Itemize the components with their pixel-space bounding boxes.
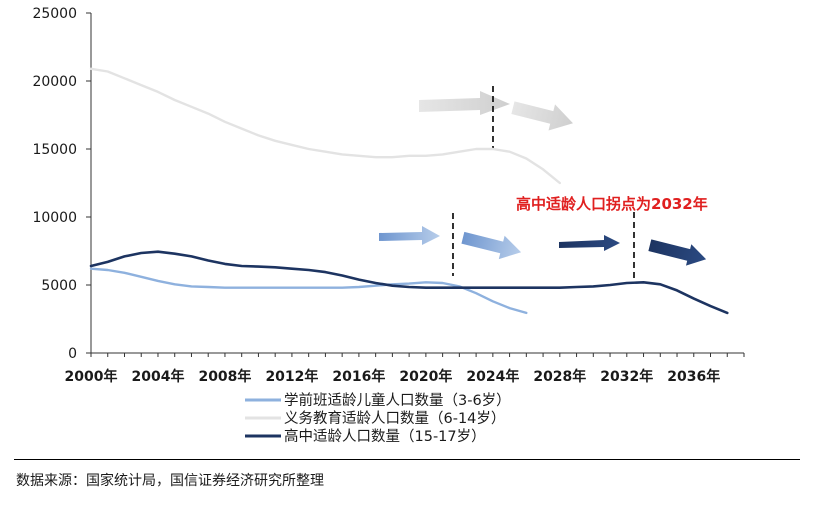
x-tick-label: 2016年 xyxy=(332,368,385,385)
arrow-gray-right xyxy=(511,101,573,131)
y-tick-label: 20000 xyxy=(32,74,77,90)
chart: 0 5000 10000 15000 20000 25000 2000年 2004年 2008… xyxy=(32,6,745,445)
y-tick-label: 5000 xyxy=(41,278,77,294)
legend: 学前班适龄儿童人口数量（3-6岁） 义务教育适龄人口数量（6-14岁） 高中适龄… xyxy=(245,391,511,445)
arrow-navy-right xyxy=(648,239,707,266)
series-line-compulsory xyxy=(89,67,561,185)
source-note: 数据来源：国家统计局，国信证券经济研究所整理 xyxy=(16,473,324,489)
x-tick-label: 2028年 xyxy=(533,368,586,385)
x-tick-label: 2024年 xyxy=(466,368,519,385)
arrow-blue-left xyxy=(379,226,440,245)
arrow-gray-left xyxy=(419,91,510,115)
turning-point-annotation: 高中适龄人口拐点为2032年 xyxy=(516,195,708,213)
y-tick-label: 0 xyxy=(68,346,77,362)
x-axis-ticks: 2000年 2004年 2008年 2012年 2016年 2020年 2024年 2028年… xyxy=(65,353,745,385)
x-tick-label: 2008年 xyxy=(198,368,251,385)
x-tick-label: 2036年 xyxy=(667,368,720,385)
trend-arrows xyxy=(379,91,707,266)
arrow-navy-left xyxy=(559,235,620,251)
arrow-blue-right xyxy=(461,231,522,260)
x-tick-label: 2032年 xyxy=(600,368,653,385)
source-divider xyxy=(14,459,800,460)
x-tick-label: 2004年 xyxy=(131,368,184,385)
legend-label-compulsory: 义务教育适龄人口数量（6-14岁） xyxy=(284,410,505,427)
legend-label-preschool: 学前班适龄儿童人口数量（3-6岁） xyxy=(284,391,511,409)
legend-label-highschool: 高中适龄人口数量（15-17岁） xyxy=(284,428,486,445)
series-line-preschool xyxy=(89,267,528,315)
series-lines xyxy=(89,67,729,315)
y-tick-label: 15000 xyxy=(32,142,77,158)
series-line-highschool xyxy=(89,250,729,315)
x-tick-label: 2000年 xyxy=(65,368,118,385)
y-tick-label: 10000 xyxy=(32,210,77,226)
x-tick-label: 2012年 xyxy=(265,368,318,385)
x-tick-label: 2020年 xyxy=(399,368,452,385)
y-axis-ticks: 0 5000 10000 15000 20000 25000 xyxy=(32,6,91,362)
y-tick-label: 25000 xyxy=(32,6,77,22)
